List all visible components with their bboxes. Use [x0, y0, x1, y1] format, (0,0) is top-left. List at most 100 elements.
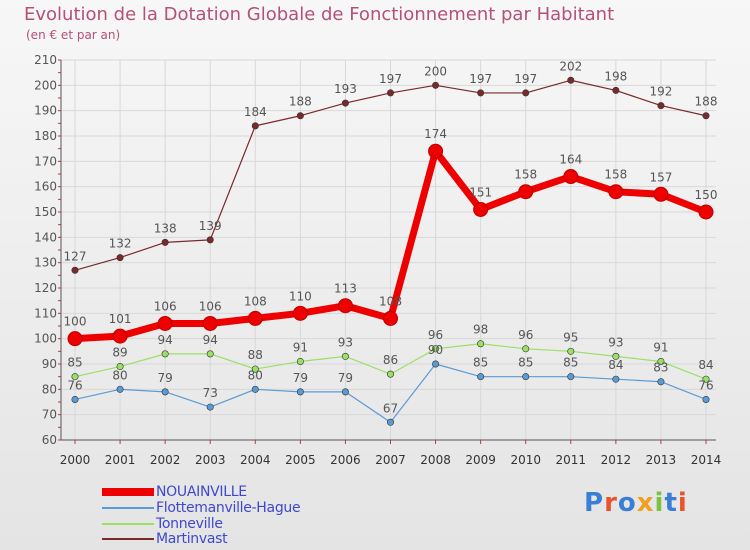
- data-label-martinvast-2010: 197: [514, 72, 537, 86]
- x-tick-label-2000: 2000: [60, 453, 91, 467]
- x-tick-label-2014: 2014: [691, 453, 722, 467]
- legend-item-flottemanville-hague: Flottemanville-Hague: [102, 500, 301, 516]
- point-flottemanville-hague-2000: [71, 395, 79, 403]
- axes: 60 70 80 90 100 110 120 130 140 150 160 170 180 190 20…: [34, 53, 721, 467]
- point-martinvast-2001: [116, 254, 124, 262]
- data-label-nouainville-2004: 108: [244, 294, 267, 308]
- point-martinvast-2007: [386, 89, 394, 97]
- point-tonneville-2000: [71, 373, 79, 381]
- data-label-tonneville-2006: 93: [338, 335, 353, 349]
- data-label-nouainville-2002: 106: [154, 299, 177, 313]
- point-tonneville-2009: [477, 340, 485, 348]
- point-nouainville-2006: [337, 298, 353, 314]
- data-label-flottemanville-hague-2010: 85: [518, 356, 533, 370]
- point-tonneville-2002: [161, 350, 169, 358]
- point-nouainville-2005: [292, 305, 308, 321]
- point-flottemanville-hague-2011: [567, 373, 575, 381]
- data-label-martinvast-2003: 139: [199, 219, 222, 233]
- point-nouainville-2014: [698, 204, 714, 220]
- data-label-flottemanville-hague-2005: 79: [293, 371, 308, 385]
- data-label-flottemanville-hague-2014: 76: [698, 378, 713, 392]
- x-tick-label-2001: 2001: [105, 453, 136, 467]
- y-tick-label-190: 190: [34, 104, 57, 118]
- point-tonneville-2004: [251, 365, 259, 373]
- data-label-nouainville-2013: 157: [649, 170, 672, 184]
- point-martinvast-2008: [432, 81, 440, 89]
- data-label-flottemanville-hague-2004: 80: [248, 368, 263, 382]
- data-label-tonneville-2011: 95: [563, 330, 578, 344]
- point-martinvast-2005: [296, 112, 304, 120]
- point-martinvast-2004: [251, 122, 259, 130]
- chart-subtitle: (en € et par an): [26, 28, 121, 42]
- point-tonneville-2013: [657, 357, 665, 365]
- data-label-nouainville-2010: 158: [514, 168, 537, 182]
- legend-swatch-nouainville: [102, 488, 154, 496]
- point-tonneville-2014: [702, 375, 710, 383]
- point-nouainville-2003: [202, 315, 218, 331]
- point-martinvast-2003: [206, 236, 214, 244]
- data-label-martinvast-2008: 200: [424, 64, 447, 78]
- legend-swatch-martinvast: [102, 538, 154, 540]
- point-martinvast-2014: [702, 112, 710, 120]
- x-tick-label-2003: 2003: [195, 453, 226, 467]
- data-label-tonneville-2003: 94: [203, 333, 218, 347]
- data-label-flottemanville-hague-2003: 73: [203, 386, 218, 400]
- data-label-martinvast-2004: 184: [244, 105, 267, 119]
- legend-swatch-flottemanville-hague: [102, 507, 154, 509]
- x-tick-label-2007: 2007: [375, 453, 406, 467]
- y-tick-label-70: 70: [42, 408, 57, 422]
- legend-item-nouainville: NOUAINVILLE: [102, 484, 247, 500]
- point-nouainville-2012: [608, 184, 624, 200]
- data-label-martinvast-2014: 188: [695, 95, 718, 109]
- point-flottemanville-hague-2010: [522, 373, 530, 381]
- data-label-nouainville-2006: 113: [334, 282, 357, 296]
- y-tick-label-110: 110: [34, 306, 57, 320]
- point-flottemanville-hague-2008: [432, 360, 440, 368]
- point-martinvast-2010: [522, 89, 530, 97]
- data-label-tonneville-2012: 93: [608, 335, 623, 349]
- point-flottemanville-hague-2001: [116, 385, 124, 393]
- y-tick-label-210: 210: [34, 53, 57, 67]
- data-label-flottemanville-hague-2002: 79: [158, 371, 173, 385]
- data-label-martinvast-2012: 198: [604, 69, 627, 83]
- y-tick-label-140: 140: [34, 230, 57, 244]
- data-label-nouainville-2007: 108: [379, 294, 402, 308]
- data-label-tonneville-2004: 88: [248, 348, 263, 362]
- legend-label-nouainville: NOUAINVILLE: [156, 484, 247, 500]
- data-label-flottemanville-hague-2007: 67: [383, 401, 398, 415]
- y-tick-label-160: 160: [34, 180, 57, 194]
- data-label-tonneville-2007: 86: [383, 353, 398, 367]
- point-tonneville-2007: [386, 370, 394, 378]
- point-martinvast-2013: [657, 102, 665, 110]
- point-flottemanville-hague-2006: [341, 388, 349, 396]
- chart-title: Evolution de la Dotation Globale de Fonc…: [24, 4, 615, 25]
- x-tick-label-2002: 2002: [150, 453, 181, 467]
- data-label-flottemanville-hague-2011: 85: [563, 356, 578, 370]
- legend-label-tonneville: Tonneville: [156, 516, 223, 532]
- data-label-nouainville-2005: 110: [289, 289, 312, 303]
- y-tick-label-180: 180: [34, 129, 57, 143]
- point-martinvast-2009: [477, 89, 485, 97]
- point-flottemanville-hague-2014: [702, 395, 710, 403]
- data-label-nouainville-2012: 158: [604, 168, 627, 182]
- data-label-flottemanville-hague-2006: 79: [338, 371, 353, 385]
- point-tonneville-2008: [432, 345, 440, 353]
- point-nouainville-2000: [67, 331, 83, 347]
- data-label-nouainville-2008: 174: [424, 127, 447, 141]
- data-label-tonneville-2010: 96: [518, 328, 533, 342]
- x-tick-label-2008: 2008: [420, 453, 451, 467]
- point-nouainville-2004: [247, 310, 263, 326]
- x-tick-label-2011: 2011: [556, 453, 587, 467]
- point-flottemanville-hague-2007: [386, 418, 394, 426]
- data-label-tonneville-2001: 89: [112, 346, 127, 360]
- point-nouainville-2008: [428, 143, 444, 159]
- point-flottemanville-hague-2003: [206, 403, 214, 411]
- data-label-martinvast-2009: 197: [469, 72, 492, 86]
- brand-logo: Proxiti: [584, 488, 688, 518]
- point-martinvast-2000: [71, 266, 79, 274]
- point-flottemanville-hague-2012: [612, 375, 620, 383]
- y-tick-label-90: 90: [42, 357, 57, 371]
- point-flottemanville-hague-2005: [296, 388, 304, 396]
